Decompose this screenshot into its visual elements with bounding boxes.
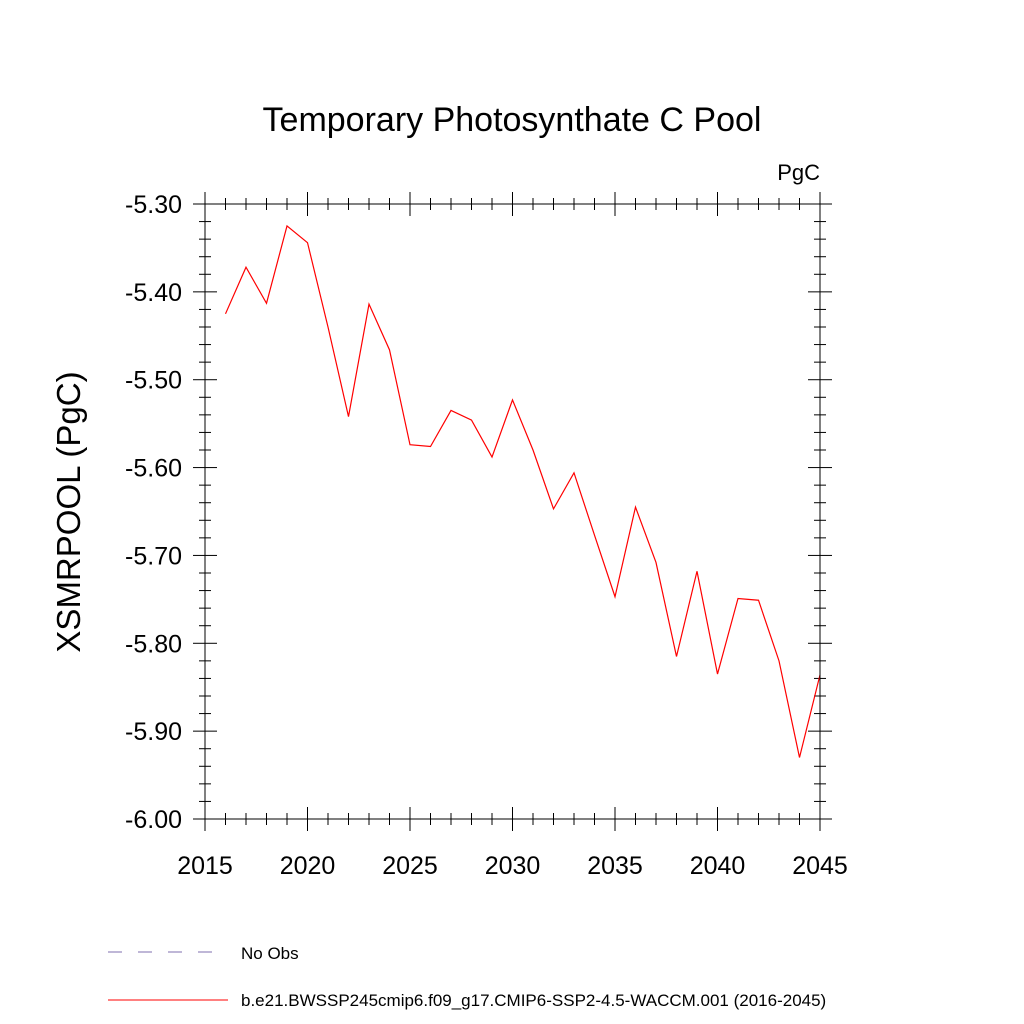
data-point	[799, 757, 801, 759]
y-tick-label: -5.50	[125, 367, 182, 395]
data-point	[327, 326, 329, 328]
series-line	[224, 224, 821, 758]
x-tick-label: 2045	[792, 852, 848, 880]
legend-label-no-obs: No Obs	[241, 944, 299, 963]
legend-label-model-run: b.e21.BWSSP245cmip6.f09_g17.CMIP6-SSP2-4…	[241, 991, 826, 1010]
data-point	[655, 561, 657, 563]
data-point	[737, 597, 739, 599]
data-point	[573, 472, 575, 474]
y-tick-label: -6.00	[125, 806, 182, 834]
data-point	[491, 456, 493, 458]
y-tick-label: -5.40	[125, 279, 182, 307]
data-point	[532, 449, 534, 451]
x-tick-label: 2015	[177, 852, 233, 880]
legend: No Obs b.e21.BWSSP245cmip6.f09_g17.CMIP6…	[108, 944, 826, 1010]
y-tick-label: -5.60	[125, 455, 182, 483]
data-point	[348, 416, 350, 418]
data-point	[286, 225, 288, 227]
x-tick-label: 2020	[280, 852, 336, 880]
data-point	[409, 444, 411, 446]
x-tick-label: 2035	[587, 852, 643, 880]
data-point	[696, 570, 698, 572]
units-label: PgC	[777, 160, 820, 185]
chart-title: Temporary Photosynthate C Pool	[263, 101, 762, 139]
data-point	[430, 445, 432, 447]
y-tick-labels: -6.00 -5.90 -5.80 -5.70 -5.60 -5.50 -5.40 -5.30	[125, 191, 182, 834]
data-point	[635, 506, 637, 508]
data-point	[758, 599, 760, 601]
data-point	[389, 349, 391, 351]
data-point	[553, 508, 555, 510]
plot-frame	[204, 203, 821, 820]
x-tick-labels: 2015 2020 2025 2030 2035 2040 2045	[177, 852, 848, 880]
major-ticks	[193, 192, 832, 831]
y-tick-label: -5.30	[125, 191, 182, 219]
data-point	[778, 660, 780, 662]
x-tick-label: 2025	[382, 852, 438, 880]
data-point	[717, 673, 719, 675]
data-point	[471, 419, 473, 421]
data-point	[512, 399, 514, 401]
y-axis-label: XSMRPOOL (PgC)	[50, 371, 87, 652]
data-point	[614, 596, 616, 598]
data-point	[225, 313, 227, 315]
y-tick-label: -5.70	[125, 542, 182, 570]
x-tick-label: 2040	[690, 852, 746, 880]
y-tick-label: -5.90	[125, 718, 182, 746]
minor-ticks	[199, 198, 826, 825]
data-point	[266, 302, 268, 304]
y-tick-label: -5.80	[125, 630, 182, 658]
data-point	[594, 534, 596, 536]
series-layer	[224, 224, 821, 759]
data-point	[307, 242, 309, 244]
data-point	[368, 303, 370, 305]
x-tick-label: 2030	[485, 852, 541, 880]
data-point	[245, 266, 247, 268]
data-point	[450, 409, 452, 411]
data-point	[676, 655, 678, 657]
